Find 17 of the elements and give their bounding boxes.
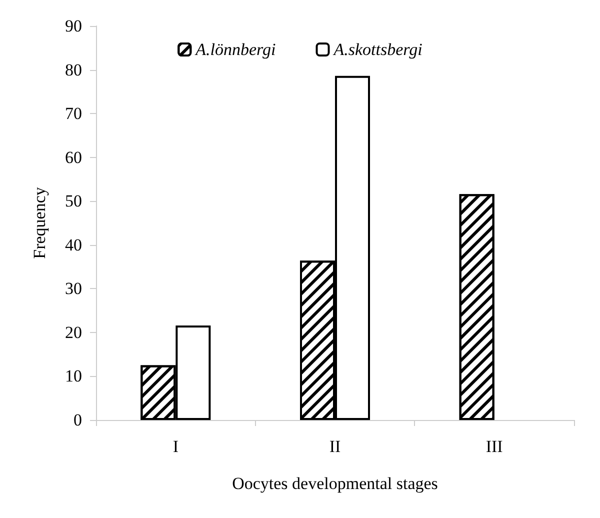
y-tick-label: 50 — [65, 192, 82, 211]
x-tick-label: III — [486, 437, 504, 456]
y-tick-label: 80 — [65, 60, 82, 80]
x-tick-label: II — [329, 437, 341, 456]
legend-label: A.lönnbergi — [194, 40, 276, 59]
y-tick-label: 10 — [65, 366, 82, 386]
legend-label: A.skottsbergi — [332, 40, 423, 59]
y-tick-label: 90 — [65, 16, 82, 36]
y-tick-label: 60 — [65, 148, 82, 167]
y-tick-label: 20 — [65, 322, 82, 342]
y-tick-label: 30 — [65, 279, 82, 298]
x-tick-label: I — [172, 437, 179, 456]
y-axis-title: Frequency — [30, 186, 49, 259]
x-axis-title: Oocytes developmental stages — [232, 474, 438, 493]
y-tick-label: 40 — [65, 235, 82, 254]
y-tick-label: 70 — [65, 104, 82, 124]
y-tick-label: 0 — [74, 410, 82, 430]
